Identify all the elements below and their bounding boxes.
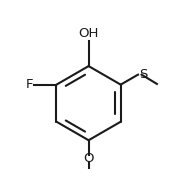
Text: OH: OH	[78, 27, 99, 40]
Text: O: O	[83, 152, 94, 165]
Text: F: F	[26, 78, 34, 91]
Text: S: S	[139, 68, 147, 81]
